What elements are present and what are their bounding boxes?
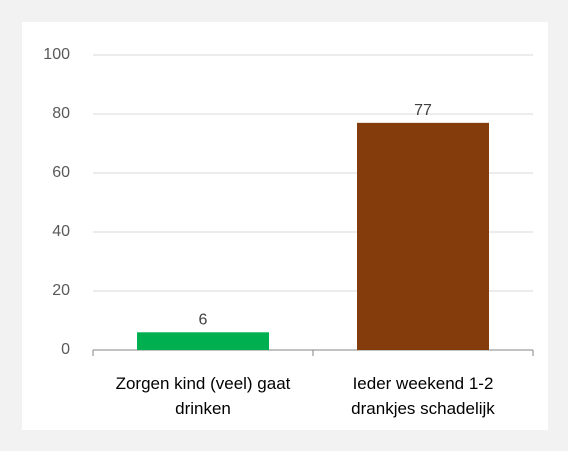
x-tick-label: Ieder weekend 1-2 drankjes schadelijk (351, 374, 495, 418)
value-label: 6 (199, 312, 208, 329)
y-tick-label: 0 (61, 341, 70, 358)
value-label: 77 (414, 102, 432, 119)
y-tick-label: 60 (52, 164, 70, 181)
x-tick-label: Zorgen kind (veel) gaat drinken (115, 374, 291, 418)
y-tick-label: 100 (43, 46, 70, 63)
bar (357, 122, 489, 350)
y-tick-label: 40 (52, 223, 70, 240)
y-tick-label: 80 (52, 105, 70, 122)
bar (137, 332, 269, 350)
y-tick-label: 20 (52, 282, 70, 299)
